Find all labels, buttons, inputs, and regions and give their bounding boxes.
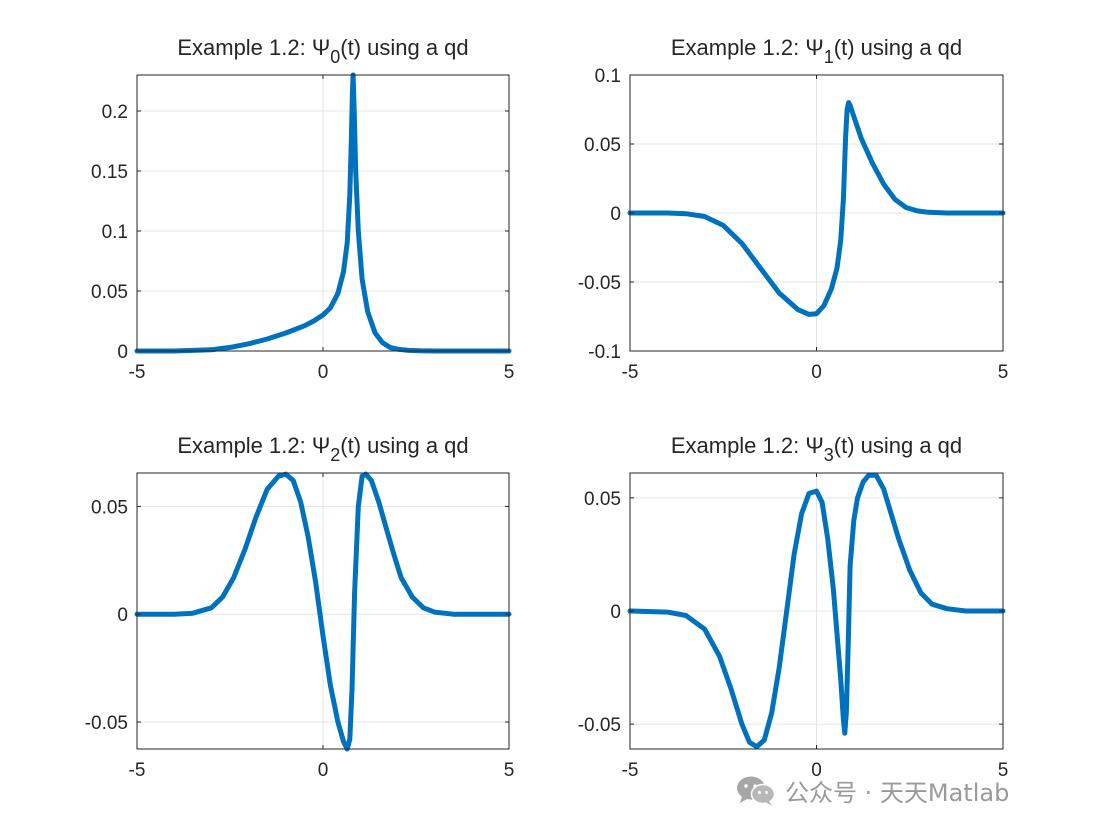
- x-tick-label: 5: [998, 362, 1009, 383]
- series-line: [627, 100, 1006, 317]
- watermark: 公众号 · 天天Matlab: [735, 773, 1009, 807]
- y-tick-label: 0.15: [91, 162, 128, 183]
- y-tick-label: 0.05: [584, 489, 621, 510]
- y-tick-label: 0.05: [91, 497, 128, 518]
- y-tick-label: 0.05: [91, 282, 128, 303]
- x-tick-label: 0: [811, 362, 822, 383]
- x-tick-label: -5: [622, 362, 639, 383]
- y-tick-label: 0: [610, 602, 621, 623]
- series-line: [627, 472, 1006, 750]
- y-tick-label: -0.1: [588, 342, 621, 363]
- x-tick-label: 0: [318, 362, 329, 383]
- x-tick-label: 0: [811, 760, 822, 781]
- x-tick-label: -5: [622, 760, 639, 781]
- y-tick-label: 0.1: [595, 66, 621, 87]
- watermark-text: 公众号 · 天天Matlab: [785, 778, 1010, 807]
- x-tick-label: -5: [129, 760, 146, 781]
- subplot-title: Example 1.2: Ψ3(t) using a qd: [671, 433, 962, 465]
- y-tick-label: 0.1: [102, 222, 128, 243]
- subplot-4: -5 0 5 -0.05 0 0.05 Example 1.2: Ψ3(t) using a…: [578, 433, 1009, 781]
- y-tick-label: -0.05: [85, 713, 128, 734]
- subplot-title: Example 1.2: Ψ0(t) using a qd: [177, 35, 468, 67]
- x-tick-label: 5: [504, 760, 515, 781]
- x-tick-label: 5: [504, 362, 515, 383]
- y-tick-label: -0.05: [578, 273, 621, 294]
- subplot-title: Example 1.2: Ψ2(t) using a qd: [177, 433, 468, 465]
- y-tick-label: 0.2: [102, 102, 128, 123]
- y-tick-label: 0: [610, 204, 621, 225]
- subplot-3: -5 0 5 -0.05 0 0.05 Example 1.2: Ψ2(t) using a…: [85, 433, 515, 781]
- series-line: [134, 471, 512, 752]
- x-tick-label: -5: [129, 362, 146, 383]
- y-tick-label: 0: [117, 605, 128, 626]
- subplot-2: -5 0 5 -0.1 -0.05 0 0.05 0.1 Example 1.2: Ψ1(t) …: [578, 35, 1009, 383]
- y-tick-label: -0.05: [578, 715, 621, 736]
- y-tick-label: 0: [117, 342, 128, 363]
- series-line: [134, 72, 512, 354]
- subplot-title: Example 1.2: Ψ1(t) using a qd: [671, 35, 962, 67]
- wechat-icon: [737, 776, 776, 806]
- y-tick-label: 0.05: [584, 135, 621, 156]
- x-tick-label: 0: [318, 760, 329, 781]
- x-tick-label: 5: [998, 760, 1009, 781]
